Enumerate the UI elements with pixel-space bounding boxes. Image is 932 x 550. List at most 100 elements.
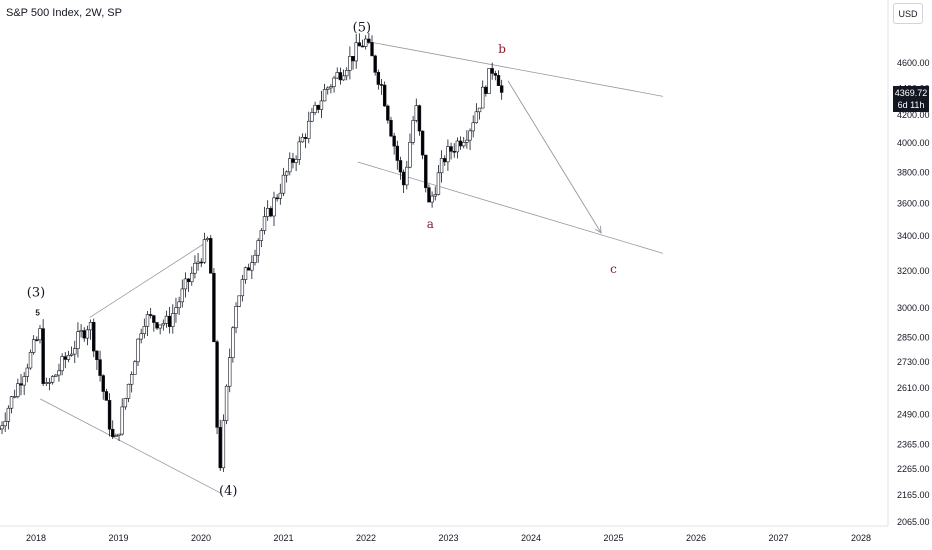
candle-down (41, 319, 45, 387)
candle-up (202, 232, 207, 264)
candle-down (101, 374, 105, 400)
candle-up (433, 186, 437, 201)
price-tick-label: 3200.00 (897, 266, 930, 276)
candle-up (259, 228, 264, 248)
wave-label: b (498, 42, 506, 56)
candle-up (145, 311, 150, 337)
time-tick-label: 2021 (273, 533, 293, 543)
candle-down (82, 327, 86, 342)
candle-up (9, 395, 14, 414)
candle-up (50, 375, 55, 385)
candle-down (338, 67, 343, 85)
candle-down (316, 104, 320, 114)
candle-down (395, 140, 400, 170)
candle-up (88, 319, 93, 340)
projection-arrow-line[interactable] (507, 80, 602, 234)
candle-up (341, 69, 346, 81)
price-tick-label: 4200.00 (897, 110, 930, 120)
candle-down (155, 321, 159, 330)
candle-down (370, 35, 374, 57)
trendline[interactable] (357, 161, 664, 254)
candle-down (367, 32, 371, 44)
candle-down (35, 336, 39, 342)
price-tick-label: 2610.00 (897, 383, 930, 393)
wave-label: c (610, 262, 617, 276)
candle-down (215, 339, 219, 435)
candle-down (360, 39, 365, 48)
price-tick-label: 2265.00 (897, 464, 930, 474)
trendlines (39, 40, 664, 494)
time-tick-label: 2025 (603, 533, 623, 543)
candle-up (411, 116, 415, 145)
candle-down (490, 62, 494, 80)
candle-up (284, 170, 289, 183)
candle-up (228, 348, 232, 393)
candle-up (205, 236, 210, 242)
time-tick-label: 2027 (768, 533, 788, 543)
candle-up (22, 371, 26, 396)
candle-down (351, 55, 355, 70)
candle-up (243, 266, 248, 284)
candle-down (424, 154, 428, 193)
wave-label: (5) (353, 20, 371, 35)
candle-down (92, 318, 96, 358)
candle-up (133, 360, 137, 375)
candle-up (31, 335, 36, 355)
trendline[interactable] (39, 398, 222, 494)
candle-up (117, 433, 121, 442)
candle-up (237, 295, 241, 307)
candle-up (73, 340, 77, 364)
candle-up (408, 133, 412, 169)
trendline[interactable] (89, 242, 206, 318)
candle-up (439, 150, 444, 183)
trendline[interactable] (364, 40, 664, 97)
candle-up (28, 349, 33, 370)
candle-down (98, 350, 102, 382)
candle-up (354, 34, 358, 69)
candles (0, 32, 504, 472)
candle-up (294, 155, 298, 172)
candle-up (240, 274, 245, 302)
candle-down (218, 419, 222, 471)
candle-up (76, 322, 80, 358)
candle-up (85, 325, 90, 346)
candle-down (167, 306, 172, 334)
candle-down (148, 307, 153, 319)
candle-down (452, 143, 456, 158)
price-tick-label: 3600.00 (897, 198, 930, 208)
chart-title: S&P 500 Index, 2W, SP (6, 7, 122, 19)
candle-down (275, 194, 279, 202)
time-tick-label: 2024 (521, 533, 541, 543)
candle-up (430, 191, 434, 208)
candle-up (405, 160, 409, 190)
candle-up (326, 86, 330, 95)
candle-up (16, 378, 20, 399)
candle-up (446, 139, 450, 171)
candle-up (196, 252, 200, 271)
last-price-tag: 4369.72 6d 11h (893, 86, 929, 112)
candle-down (417, 104, 422, 136)
candle-up (120, 398, 124, 436)
candle-up (272, 191, 276, 227)
candle-up (300, 133, 305, 143)
time-axis[interactable]: 2018 2019 2020 2021 2022 2023 2024 2025 2026 2027… (26, 533, 871, 543)
candle-up (123, 397, 128, 410)
candle-down (499, 79, 504, 100)
candle-up (190, 266, 194, 286)
price-axis[interactable]: 4600.004400.004200.004000.003800.003600.… (897, 58, 930, 527)
candle-up (136, 338, 140, 366)
price-tick-label: 3000.00 (897, 303, 930, 313)
candle-up (307, 111, 311, 144)
price-tick-label: 4600.00 (897, 58, 930, 68)
currency-button[interactable]: USD (893, 3, 923, 24)
candle-up (183, 272, 188, 298)
candle-up (174, 297, 178, 323)
candle-up (455, 137, 460, 159)
candle-up (0, 421, 4, 435)
candle-up (57, 363, 61, 382)
candle-up (66, 350, 71, 363)
price-tick-label: 4000.00 (897, 138, 930, 148)
candle-down (484, 85, 488, 97)
candle-up (224, 384, 229, 425)
